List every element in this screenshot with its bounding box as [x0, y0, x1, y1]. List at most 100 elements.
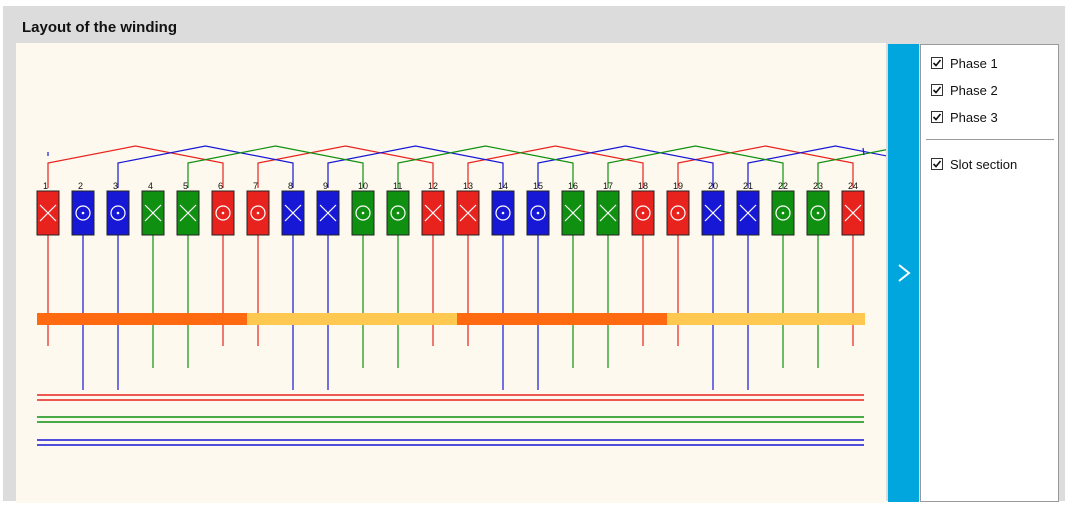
current-out-icon	[775, 205, 791, 221]
slot-number: 17	[603, 181, 613, 191]
current-in-icon	[459, 204, 477, 222]
end-winding-coil	[817, 149, 886, 188]
phase-1-label: Phase 1	[950, 55, 998, 71]
current-out-icon	[116, 211, 120, 215]
slot-section-label: Slot section	[950, 156, 1018, 172]
slot-number: 23	[813, 181, 823, 191]
current-out-icon	[355, 205, 371, 221]
current-in-icon	[39, 204, 57, 222]
slot-number: 5	[183, 181, 188, 191]
current-out-icon	[250, 205, 266, 221]
checkmark-icon	[932, 113, 942, 121]
current-out-icon	[75, 205, 91, 221]
slot-section-checkbox[interactable]	[931, 158, 943, 170]
current-out-icon	[676, 211, 680, 215]
phase-1-checkbox[interactable]	[931, 57, 943, 69]
slot-number: 22	[778, 181, 788, 191]
phase-3-option[interactable]: Phase 3	[931, 109, 998, 125]
winding-canvas: 1 2 3 4 5 6 7 8 9 10 11 12 13 14 15 16 17 18 19 20 21 22 23 24	[16, 43, 886, 503]
current-out-icon	[215, 205, 231, 221]
end-winding-coil	[677, 145, 854, 188]
slot-number: 4	[148, 181, 153, 191]
slot-number: 2	[78, 181, 83, 191]
options-panel: Phase 1 Phase 2 Phase 3 Slot section	[920, 44, 1059, 502]
current-in-icon	[564, 204, 582, 222]
current-out-icon	[635, 205, 651, 221]
current-in-icon	[704, 204, 722, 222]
current-out-icon	[816, 211, 820, 215]
current-out-icon	[670, 205, 686, 221]
slot-number: 20	[708, 181, 718, 191]
checkmark-icon	[932, 59, 942, 67]
winding-window: Layout of the winding 1 2 3 4 5 6 7 8 9 10 11 12 13 1…	[3, 6, 1065, 503]
slot-number: 21	[743, 181, 753, 191]
end-winding-coil	[607, 145, 784, 188]
current-out-icon	[81, 211, 85, 215]
end-winding-coil	[327, 145, 504, 188]
end-winding-coil	[187, 145, 364, 188]
current-in-icon	[599, 204, 617, 222]
current-out-icon	[781, 211, 785, 215]
phase-2-label: Phase 2	[950, 82, 998, 98]
options-divider	[926, 139, 1054, 140]
slot-number: 8	[288, 181, 293, 191]
current-out-icon	[810, 205, 826, 221]
phase-1-option[interactable]: Phase 1	[931, 55, 998, 71]
slot-number: 16	[568, 181, 578, 191]
page-title: Layout of the winding	[22, 19, 177, 36]
slot-number: 18	[638, 181, 648, 191]
current-out-icon	[501, 211, 505, 215]
phase-2-option[interactable]: Phase 2	[931, 82, 998, 98]
phase-3-checkbox[interactable]	[931, 111, 943, 123]
toggle-panel-button[interactable]	[888, 44, 919, 502]
slot-number: 13	[463, 181, 473, 191]
checkmark-icon	[932, 86, 942, 94]
current-in-icon	[284, 204, 302, 222]
current-out-icon	[495, 205, 511, 221]
phase-3-label: Phase 3	[950, 109, 998, 125]
end-winding-coil	[47, 145, 224, 188]
slot-number: 1	[43, 181, 48, 191]
pole-bar	[247, 313, 457, 325]
current-out-icon	[530, 205, 546, 221]
end-winding-coil	[537, 145, 714, 188]
winding-diagram: 1 2 3 4 5 6 7 8 9 10 11 12 13 14 15 16 17 18 19 20 21 22 23 24	[36, 145, 886, 446]
slot-section-option[interactable]: Slot section	[931, 156, 1017, 172]
slot-number: 11	[393, 181, 402, 191]
end-winding-coil	[467, 145, 644, 188]
checkmark-icon	[932, 160, 942, 168]
current-in-icon	[424, 204, 442, 222]
current-in-icon	[179, 204, 197, 222]
pole-bar	[667, 313, 865, 325]
current-out-icon	[221, 211, 225, 215]
chevron-right-icon	[898, 264, 911, 282]
current-out-icon	[536, 211, 540, 215]
slot-number: 14	[498, 181, 508, 191]
slot-number: 15	[533, 181, 543, 191]
slot-number: 3	[113, 181, 118, 191]
current-out-icon	[361, 211, 365, 215]
current-in-icon	[739, 204, 757, 222]
end-winding-stub	[862, 147, 865, 156]
current-in-icon	[844, 204, 862, 222]
current-in-icon	[144, 204, 162, 222]
current-out-icon	[256, 211, 260, 215]
current-out-icon	[641, 211, 645, 215]
phase-2-checkbox[interactable]	[931, 84, 943, 96]
pole-bar	[457, 313, 667, 325]
current-out-icon	[110, 205, 126, 221]
pole-bar	[37, 313, 247, 325]
current-out-icon	[390, 205, 406, 221]
end-winding-coil	[257, 145, 434, 188]
current-in-icon	[319, 204, 337, 222]
end-winding-coil	[117, 145, 294, 188]
current-out-icon	[396, 211, 400, 215]
end-winding-coil	[397, 145, 574, 188]
slot-number: 12	[428, 181, 438, 191]
slot-number: 6	[218, 181, 223, 191]
slot-number: 7	[253, 181, 258, 191]
slot-number: 9	[323, 181, 328, 191]
slot-number: 10	[358, 181, 368, 191]
end-winding-coil	[747, 145, 886, 188]
slot-number: 19	[673, 181, 683, 191]
